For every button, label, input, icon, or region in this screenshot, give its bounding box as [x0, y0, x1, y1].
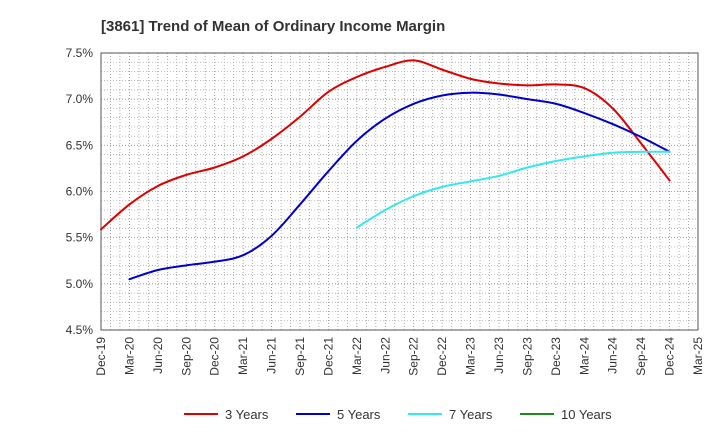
y-tick-label: 5.0% [66, 277, 94, 291]
x-tick-label: Sep-20 [179, 337, 193, 376]
x-tick-label: Mar-23 [464, 337, 478, 375]
legend-label-10-years: 10 Years [561, 407, 612, 422]
x-tick-label: Dec-24 [663, 337, 677, 376]
x-tick-label: Sep-22 [407, 337, 421, 376]
legend-label-3-years: 3 Years [225, 407, 269, 422]
x-tick-label: Sep-21 [293, 337, 307, 376]
x-tick-label: Mar-21 [236, 337, 250, 375]
x-tick-label: Jun-22 [378, 337, 392, 374]
x-tick-label: Mar-25 [691, 337, 705, 375]
x-tick-label: Jun-24 [606, 337, 620, 374]
series-line-3-years [100, 59, 671, 231]
series-line-7-years [355, 150, 671, 229]
x-tick-label: Jun-21 [265, 337, 279, 374]
legend-label-5-years: 5 Years [337, 407, 381, 422]
x-tick-label: Mar-22 [350, 337, 364, 375]
y-tick-label: 7.5% [66, 46, 94, 60]
x-tick-label: Jun-20 [151, 337, 165, 374]
legend-label-7-years: 7 Years [449, 407, 493, 422]
x-tick-label: Dec-20 [208, 337, 222, 376]
y-tick-label: 6.5% [66, 138, 94, 152]
y-tick-label: 4.5% [66, 323, 94, 337]
x-tick-label: Jun-23 [492, 337, 506, 374]
x-tick-label: Mar-20 [122, 337, 136, 375]
x-tick-label: Dec-19 [94, 337, 108, 376]
y-tick-label: 5.5% [66, 231, 94, 245]
x-tick-label: Dec-22 [435, 337, 449, 376]
legend: 3 Years 5 Years 7 Years 10 Years [184, 407, 612, 422]
y-tick-label: 7.0% [66, 92, 94, 106]
x-tick-label: Sep-24 [634, 337, 648, 376]
x-tick-label: Dec-23 [549, 337, 563, 376]
x-tick-label: Dec-21 [321, 337, 335, 376]
series-line-5-years [128, 91, 671, 281]
chart-title: [3861] Trend of Mean of Ordinary Income … [101, 18, 445, 35]
y-tick-label: 6.0% [66, 185, 94, 199]
x-tick-label: Sep-23 [520, 337, 534, 376]
plot-border [100, 52, 699, 331]
plot-area: 7.5% 7.0% 6.5% 6.0% 5.5% 5.0% 4.5%Dec-19 Mar-20… [66, 46, 705, 376]
x-tick-label: Mar-24 [577, 337, 591, 375]
